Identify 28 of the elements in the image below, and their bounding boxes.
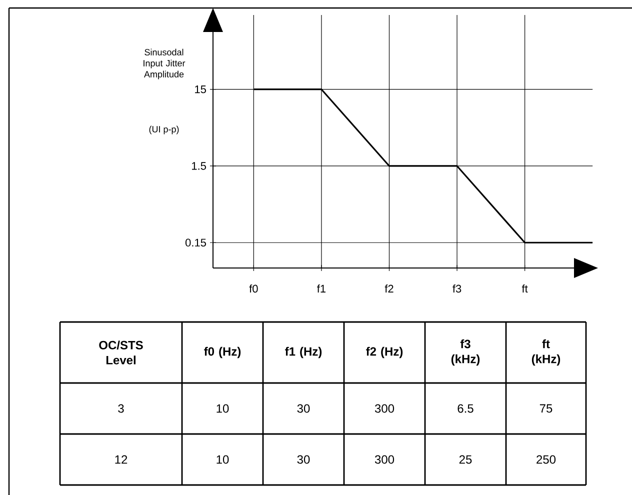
text: 10 [216,404,229,413]
category-label: f3 (kHz) [451,339,480,366]
text: 75 [540,404,552,413]
category-label: OC/STS Level [99,340,143,364]
y-tick-label: 0.15 [185,238,206,247]
category-label: ft (kHz) [532,339,560,366]
x-tick-label: f3 [452,284,462,293]
category-label: f1 (Hz) [285,346,322,358]
text: 30 [297,455,310,464]
text: 10 [216,455,229,464]
text: 300 [374,404,394,413]
x-tick-label: f2 [384,284,394,292]
x-tick-label: ft [522,284,528,293]
text: 25 [459,455,472,464]
x-tick-label: f0 [249,284,258,293]
text: (UI p-p) [149,126,179,134]
text: 3 [118,404,124,413]
category-label: f2 (Hz) [366,346,403,358]
text: 12 [115,455,128,464]
text: 30 [297,404,310,413]
y-tick-label: 1.5 [192,162,206,170]
x-tick-label: f1 [317,284,326,292]
y-tick-label: 15 [195,86,206,94]
category-label: f0 (Hz) [204,346,241,358]
text: 250 [536,455,556,464]
text: 6.5 [458,404,474,413]
text: 300 [374,455,394,464]
y-axis-title: Sinusodal Input Jitter Amplitude [144,48,186,80]
